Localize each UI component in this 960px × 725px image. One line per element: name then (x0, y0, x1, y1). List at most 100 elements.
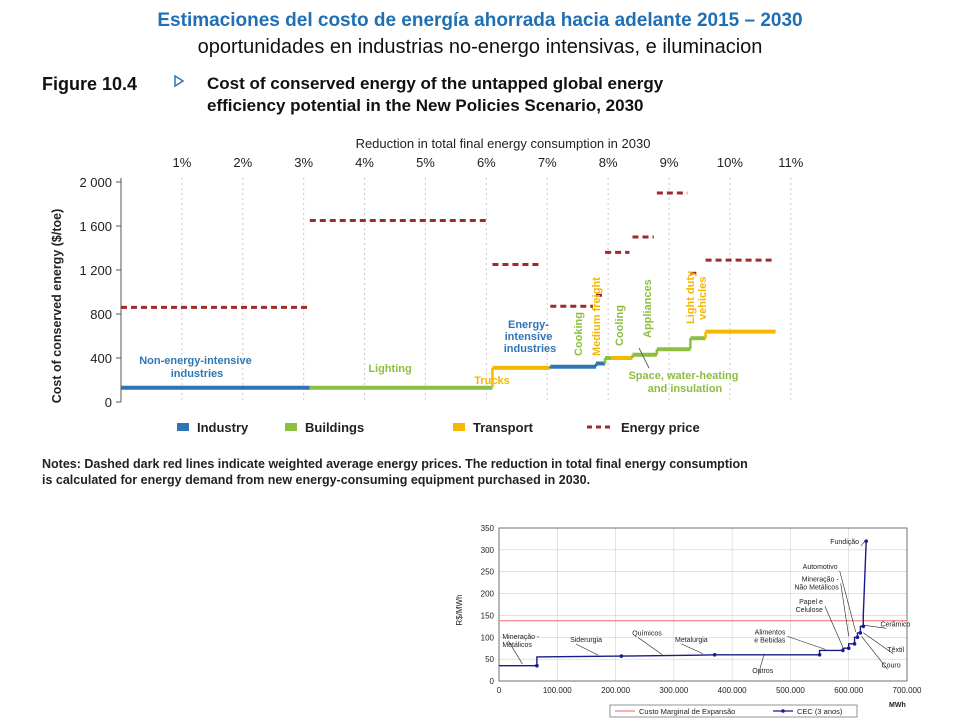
chart1-x-tick-label: 9% (660, 155, 679, 170)
chart1-y-tick-label: 800 (90, 307, 112, 322)
label-ei-line2: intensive (505, 331, 553, 343)
legend-buildings: Buildings (305, 420, 364, 435)
chart2-annotation-leader (864, 625, 887, 629)
chart1-x-tick-label: 1% (172, 155, 191, 170)
chart2-x-tick-label: 100.000 (543, 686, 572, 695)
chart1-y-tick-label: 1 600 (79, 219, 112, 234)
chart1-y-tick-label: 1 200 (79, 263, 112, 278)
legend-industry: Industry (197, 420, 249, 435)
chart2-x-tick-label: 200.000 (601, 686, 630, 695)
chart1-x-tick-label: 7% (538, 155, 557, 170)
legend-swatch-industry (177, 423, 189, 431)
chart2-x-axis-title: MWh (889, 702, 906, 709)
chart2-svg: R$/MWh MWh 0 100.000 200.000 300.000 400.000… (455, 524, 922, 718)
chart2-annotation-line: Químicos (632, 631, 662, 638)
chart1-notes-line2: is calculated for energy demand from new… (42, 473, 590, 487)
chart1-y-tick-label: 2 000 (79, 175, 112, 190)
legend-marker-cec (781, 709, 785, 713)
series-cec-point (619, 654, 624, 658)
chart1-title-line1: Cost of conserved energy of the untapped… (207, 74, 664, 93)
chart2-annotation-line: Outros (752, 668, 774, 675)
chart2-y-tick-label: 100 (481, 633, 495, 642)
chart2-y-tick-label: 0 (490, 677, 495, 686)
legend-transport: Transport (473, 420, 534, 435)
chart2-annotation-leader (860, 540, 866, 547)
legend-energy-price: Energy price (621, 420, 700, 435)
chart2-annotation-line: Papel e (799, 599, 823, 606)
chart2-y-tick-label: 300 (481, 546, 495, 555)
legend-swatch-transport (453, 423, 465, 431)
chart2-annotation-line: Couro (882, 662, 901, 669)
series-cec-point (852, 642, 857, 646)
chart2-annotation-leader (787, 636, 826, 650)
series-cec-point (817, 652, 822, 657)
label-ei-line1: Energy- (508, 319, 549, 331)
chart2-x-tick-label: 600.000 (834, 686, 863, 695)
chart2-annotation: Mineração -Não Metálicos (794, 576, 839, 591)
series-cec-point (861, 624, 866, 629)
chart2-annotation-leader (508, 640, 523, 664)
chart2-y-axis-title: R$/MWh (455, 594, 464, 625)
chart2-annotation-line: Metalurgia (675, 637, 708, 644)
chart1-y-axis-title: Cost of conserved energy ($/toe) (50, 209, 64, 404)
chart1-x-tick-label: 11% (778, 155, 803, 170)
chart1-x-tick-label: 10% (717, 155, 743, 170)
figure-arrow-icon (174, 74, 185, 88)
chart2-annotation-leader (757, 653, 765, 675)
label-energy-intensive-industries: Energy- intensive industries (504, 319, 557, 355)
label-space-water-heating: Space, water-heating and insulation (628, 370, 741, 395)
chart2-annotation: Couro (882, 662, 901, 669)
chart2-annotation-leader (680, 643, 704, 655)
chart2-x-tick-label: 400.000 (718, 686, 747, 695)
chart1-title-line2: efficiency potential in the New Policies… (207, 96, 644, 115)
chart2-annotation-line: Mineração - (802, 576, 840, 583)
chart1-x-tick-label: 5% (416, 155, 435, 170)
chart2-y-tick-label: 350 (481, 524, 495, 533)
label-cooling: Cooling (614, 305, 626, 346)
chart2-annotation-line: Automotivo (803, 564, 838, 571)
chart2-x-tick-label: 500.000 (776, 686, 805, 695)
slide-title-block: Estimaciones del costo de energía ahorra… (0, 8, 960, 60)
label-appliances: Appliances (642, 279, 654, 338)
chart1-x-tick-label: 3% (294, 155, 313, 170)
chart1-x-tick-label: 8% (599, 155, 618, 170)
label-swh-line2: and insulation (648, 383, 723, 395)
chart2-annotation: Cerâmico (880, 621, 910, 628)
chart2-annotation-line: Mineração - (502, 634, 540, 641)
legend-cme: Custo Marginal de Expansão (639, 707, 735, 716)
chart2-annotation-leader (861, 636, 888, 670)
leader-space-water-heating (638, 347, 650, 369)
label-light-duty-vehicles: Light duty vehicles (685, 268, 709, 324)
chart2-annotation-leader (840, 583, 850, 637)
chart2-y-tick-label: 200 (481, 590, 495, 599)
chart1-x-tick-label: 4% (355, 155, 374, 170)
chart2-annotation-leader (638, 637, 663, 655)
series-cec-point (846, 646, 851, 651)
label-swh-line1: Space, water-heating (628, 370, 738, 382)
label-nei-line2: industries (171, 368, 224, 380)
legend-swatch-buildings (285, 423, 297, 431)
chart1-svg: Figure 10.4 Cost of conserved energy of … (42, 74, 804, 487)
chart2-annotation-line: Têxtil (887, 647, 904, 654)
slide-subtitle: oportunidades en industrias no-energo in… (197, 36, 763, 58)
label-ldv-line2: vehicles (697, 277, 709, 320)
chart2-annotation-line: Cerâmico (880, 621, 910, 628)
legend-cec: CEC (3 anos) (797, 707, 843, 716)
label-ei-line3: industries (504, 343, 557, 355)
chart2-x-tick-label: 300.000 (659, 686, 688, 695)
series-cec-point (855, 635, 860, 640)
chart1-x-axis-title: Reduction in total final energy consumpt… (356, 136, 651, 151)
chart2-annotation-leader (839, 570, 856, 632)
chart2-annotation-line: Celulose (796, 607, 823, 614)
slide-title: Estimaciones del costo de energía ahorra… (157, 10, 803, 31)
chart2-annotation: Outros (752, 668, 774, 675)
chart2-y-tick-label: 150 (481, 611, 495, 620)
label-nei-line1: Non-energy-intensive (139, 355, 251, 367)
chart2-annotation-line: Fundição (830, 539, 859, 546)
chart2-plot-frame (498, 527, 908, 682)
chart2-annotation-line: Siderurgia (570, 637, 602, 644)
chart2-annotation-line: e Bebidas (754, 637, 786, 644)
series-cec-point (858, 631, 863, 635)
chart2-annotation-leader (824, 606, 844, 648)
chart2-legend-box (609, 704, 858, 718)
